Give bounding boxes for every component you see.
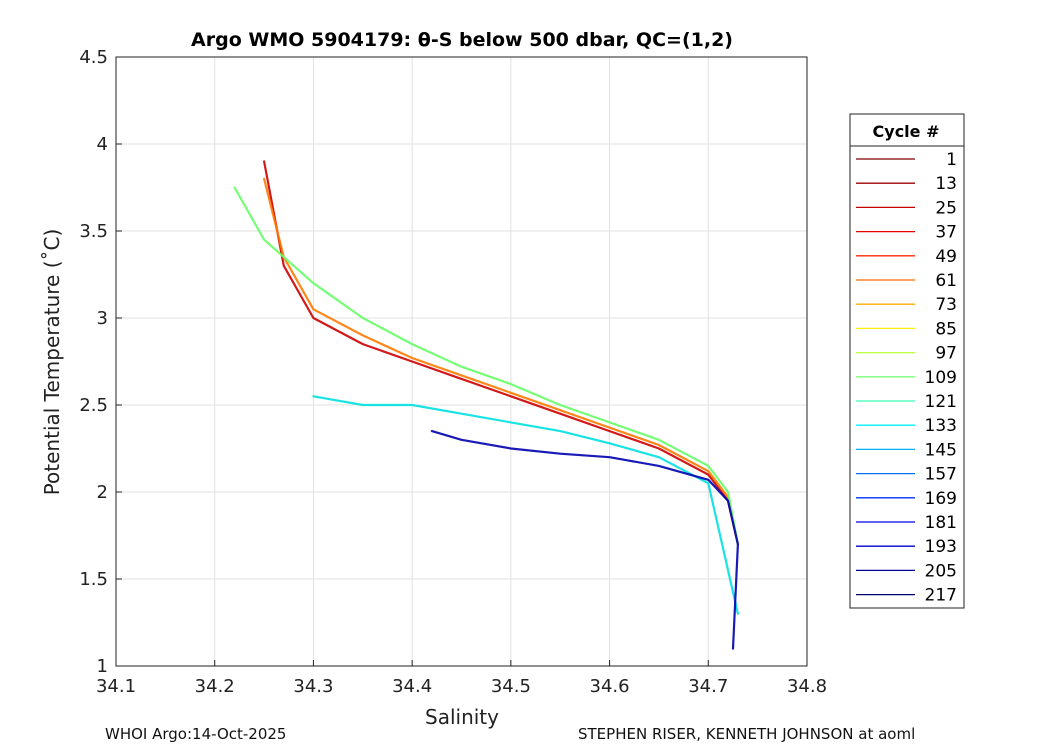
legend-label: 25 (935, 198, 957, 218)
legend-label: 85 (935, 319, 957, 339)
x-tick-label: 34.7 (688, 676, 728, 697)
y-tick-label: 4.5 (79, 47, 108, 68)
series-line (233, 186, 740, 546)
legend-entries: 1 13 25 37 49 61 73 85 97 109 121 133 145 157 169 181 19… (856, 150, 957, 606)
legend: Cycle # 1 13 25 37 49 61 73 85 97 109 121 133 145 157… (849, 113, 965, 609)
y-axis-label: Potential Temperature (˚C) (40, 229, 64, 496)
series-line (430, 430, 740, 650)
legend-box (849, 113, 965, 609)
series-line (312, 395, 740, 615)
legend-label: 181 (925, 513, 957, 533)
x-tick-label: 34.1 (96, 676, 136, 697)
legend-label: 121 (925, 392, 957, 412)
legend-label: 133 (925, 416, 957, 436)
x-tick-label: 34.6 (590, 676, 630, 697)
y-tick-label: 1 (97, 656, 108, 677)
x-tick-label: 34.8 (787, 676, 827, 697)
y-tick-label: 4 (97, 134, 108, 155)
legend-title: Cycle # (873, 122, 940, 141)
legend-label: 205 (925, 561, 957, 581)
legend-label: 193 (925, 537, 957, 557)
legend-label: 37 (935, 223, 957, 243)
legend-label: 109 (925, 368, 957, 388)
series-line (263, 177, 740, 546)
footer-right: STEPHEN RISER, KENNETH JOHNSON at aoml (578, 725, 916, 743)
legend-label: 1 (946, 150, 957, 170)
x-tick-label: 34.3 (293, 676, 333, 697)
legend-label: 61 (935, 271, 957, 291)
y-tick-label: 3 (97, 308, 108, 329)
y-tick-label: 3.5 (79, 221, 108, 242)
legend-label: 73 (935, 295, 957, 315)
chart-title: Argo WMO 5904179: θ-S below 500 dbar, QC… (191, 29, 733, 51)
plot-area (233, 160, 740, 650)
axes-box (115, 56, 808, 667)
x-tick-label: 34.2 (195, 676, 235, 697)
legend-label: 217 (925, 586, 957, 606)
legend-label: 13 (935, 174, 957, 194)
x-axis: 34.1 34.2 34.3 34.4 34.5 34.6 34.7 34.8 (96, 660, 827, 697)
legend-label: 145 (925, 440, 957, 460)
x-tick-label: 34.4 (392, 676, 432, 697)
legend-label: 169 (925, 489, 957, 509)
footer-left: WHOI Argo:14-Oct-2025 (105, 725, 287, 743)
y-axis: 1 1.5 2 2.5 3 3.5 4 4.5 (79, 47, 122, 677)
y-tick-label: 2.5 (79, 395, 108, 416)
legend-label: 49 (935, 247, 957, 267)
x-axis-label: Salinity (425, 705, 499, 729)
y-tick-label: 1.5 (79, 569, 108, 590)
series-line (263, 160, 740, 546)
legend-label: 157 (925, 465, 957, 485)
legend-label: 97 (935, 344, 957, 364)
x-tick-label: 34.5 (491, 676, 531, 697)
y-tick-label: 2 (97, 482, 108, 503)
